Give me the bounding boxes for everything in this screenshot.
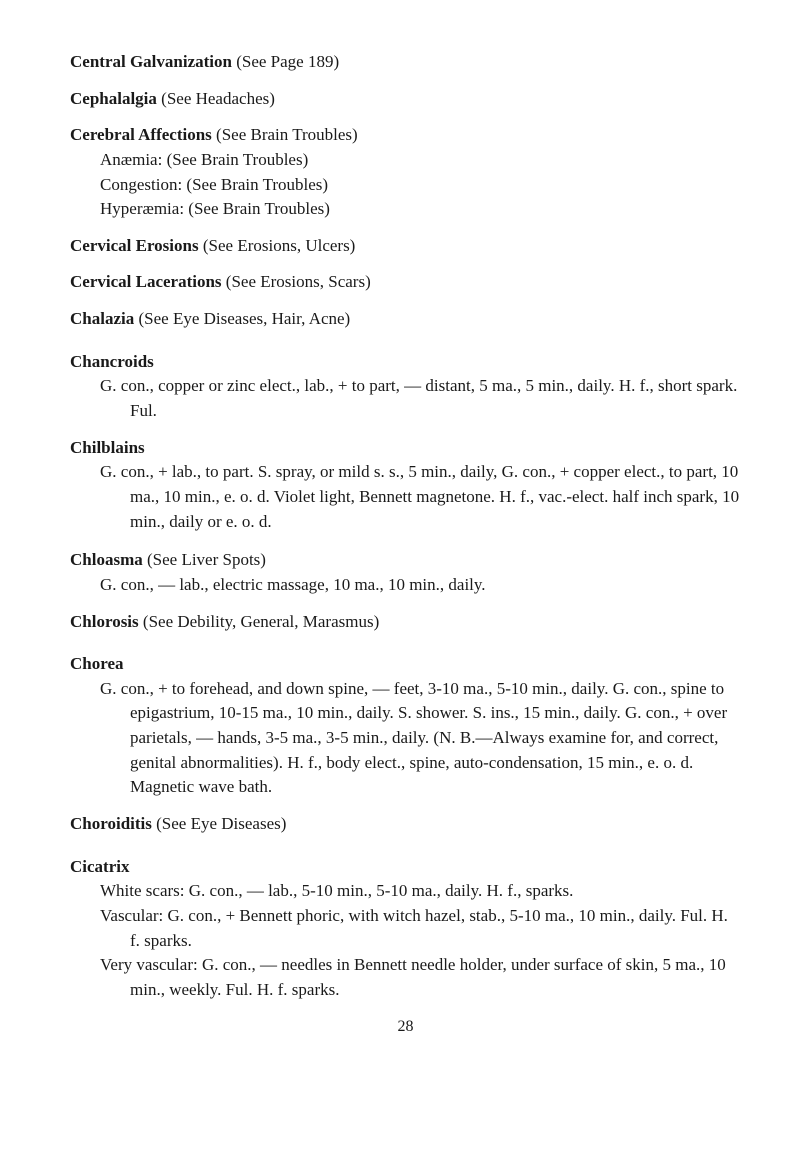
page-number: 28 [70, 1015, 741, 1038]
entry-chloasma: Chloasma (See Liver Spots) G. con., — la… [70, 548, 741, 597]
entry-chilblains: Chilblains G. con., + lab., to part. S. … [70, 436, 741, 535]
body-text: G. con., — lab., electric massage, 10 ma… [100, 573, 741, 598]
body-text: G. con., + lab., to part. S. spray, or m… [100, 460, 741, 534]
body-text: G. con., + to forehead, and down spine, … [100, 677, 741, 800]
heading: Chloasma [70, 550, 143, 569]
entry-cervical-lacerations: Cervical Lacerations (See Erosions, Scar… [70, 270, 741, 295]
heading: Cervical Lacerations [70, 272, 222, 291]
sub-entry: Congestion: (See Brain Troubles) [100, 173, 741, 198]
entry-cicatrix: Cicatrix White scars: G. con., — lab., 5… [70, 855, 741, 1003]
text: (See Headaches) [161, 89, 275, 108]
entry-chorea: Chorea G. con., + to forehead, and down … [70, 652, 741, 800]
entry-chalazia: Chalazia (See Eye Diseases, Hair, Acne) [70, 307, 741, 332]
body-text: Vascular: G. con., + Bennett phoric, wit… [100, 904, 741, 953]
entry-cephalalgia: Cephalalgia (See Headaches) [70, 87, 741, 112]
body-text: Very vascular: G. con., — needles in Ben… [100, 953, 741, 1002]
heading: Chilblains [70, 436, 741, 461]
sub-entry: Anæmia: (See Brain Troubles) [100, 148, 741, 173]
entry-central-galvanization: Central Galvanization (See Page 189) [70, 50, 741, 75]
body-text: White scars: G. con., — lab., 5-10 min.,… [100, 879, 741, 904]
sub-entry: Hyperæmia: (See Brain Troubles) [100, 197, 741, 222]
body-text: G. con., copper or zinc elect., lab., + … [100, 374, 741, 423]
heading: Chorea [70, 652, 741, 677]
heading: Chlorosis [70, 612, 139, 631]
heading: Choroiditis [70, 814, 152, 833]
text: (See Erosions, Ulcers) [203, 236, 356, 255]
heading: Cephalalgia [70, 89, 157, 108]
text: (See Erosions, Scars) [226, 272, 371, 291]
heading: Cervical Erosions [70, 236, 199, 255]
entry-chlorosis: Chlorosis (See Debility, General, Marasm… [70, 610, 741, 635]
text: (See Brain Troubles) [216, 125, 358, 144]
entry-chancroids: Chancroids G. con., copper or zinc elect… [70, 350, 741, 424]
heading: Chancroids [70, 350, 741, 375]
text: (See Liver Spots) [147, 550, 266, 569]
entry-choroiditis: Choroiditis (See Eye Diseases) [70, 812, 741, 837]
heading: Cicatrix [70, 855, 741, 880]
entry-cervical-erosions: Cervical Erosions (See Erosions, Ulcers) [70, 234, 741, 259]
text: (See Eye Diseases) [156, 814, 286, 833]
text: (See Eye Diseases, Hair, Acne) [138, 309, 350, 328]
heading: Cerebral Affections [70, 125, 212, 144]
text: (See Page 189) [236, 52, 339, 71]
entry-cerebral-affections: Cerebral Affections (See Brain Troubles)… [70, 123, 741, 222]
text: (See Debility, General, Marasmus) [143, 612, 379, 631]
heading: Chalazia [70, 309, 134, 328]
heading: Central Galvanization [70, 52, 232, 71]
